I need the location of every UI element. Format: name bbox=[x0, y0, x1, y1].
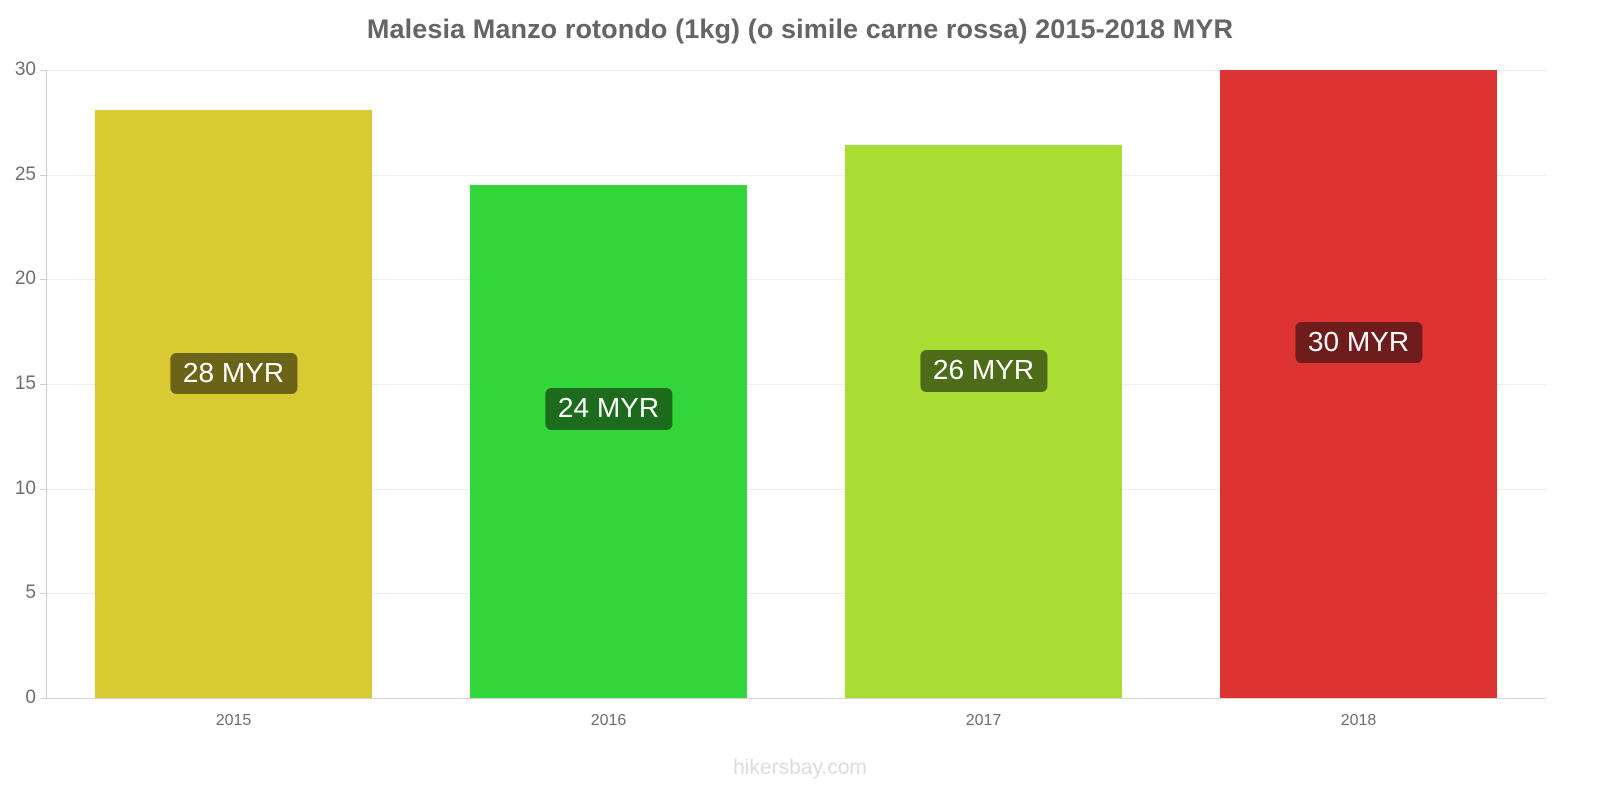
y-tick-mark-0 bbox=[40, 698, 47, 699]
y-tick-mark-15 bbox=[40, 384, 47, 385]
y-axis-tick-label: 25 bbox=[14, 163, 36, 185]
bar-value-label: 24 MYR bbox=[544, 388, 673, 430]
bar-value-label: 28 MYR bbox=[169, 352, 298, 395]
bar-value-label: 30 MYR bbox=[1294, 322, 1423, 364]
gridline-5 bbox=[46, 593, 1546, 595]
y-axis-tick-label: 5 bbox=[25, 582, 36, 604]
y-axis-tick-label: 20 bbox=[14, 268, 36, 290]
y-tick-mark-25 bbox=[40, 174, 47, 176]
gridline-0 bbox=[46, 698, 1546, 699]
plot-area: 28 MYR 24 MYR 26 MYR 30 MYR bbox=[46, 70, 1546, 699]
footer-credit: hikersbay.com bbox=[733, 756, 867, 779]
y-tick-mark-5 bbox=[40, 593, 47, 595]
bar-2017[interactable]: 26 MYR bbox=[845, 145, 1122, 698]
gridline-20 bbox=[46, 279, 1546, 281]
y-tick-mark-10 bbox=[40, 488, 47, 490]
y-tick-mark-20 bbox=[40, 279, 47, 281]
gridline-30 bbox=[46, 70, 1546, 71]
bar-value-label: 26 MYR bbox=[919, 350, 1048, 392]
y-axis-tick-label: 0 bbox=[25, 687, 36, 708]
bar-2015[interactable]: 28 MYR bbox=[95, 109, 372, 698]
x-axis-tick-label-2018: 2018 bbox=[1340, 712, 1377, 729]
y-tick-mark-30 bbox=[40, 70, 47, 71]
y-axis-tick-label: 30 bbox=[14, 59, 36, 80]
gridline-25 bbox=[46, 174, 1546, 176]
y-axis-tick-label: 15 bbox=[14, 373, 36, 394]
x-axis-tick-label-2015: 2015 bbox=[215, 712, 252, 729]
bar-2016[interactable]: 24 MYR bbox=[470, 185, 747, 698]
gridline-10 bbox=[46, 488, 1546, 490]
x-axis-tick-label-2017: 2017 bbox=[965, 712, 1002, 729]
bar-2018[interactable]: 30 MYR bbox=[1220, 70, 1497, 698]
y-axis-tick-label: 10 bbox=[14, 477, 36, 499]
page-title: Malesia Manzo rotondo (1kg) (o simile ca… bbox=[366, 14, 1234, 44]
gridline-15 bbox=[46, 384, 1546, 385]
x-axis-tick-label-2016: 2016 bbox=[590, 712, 627, 729]
